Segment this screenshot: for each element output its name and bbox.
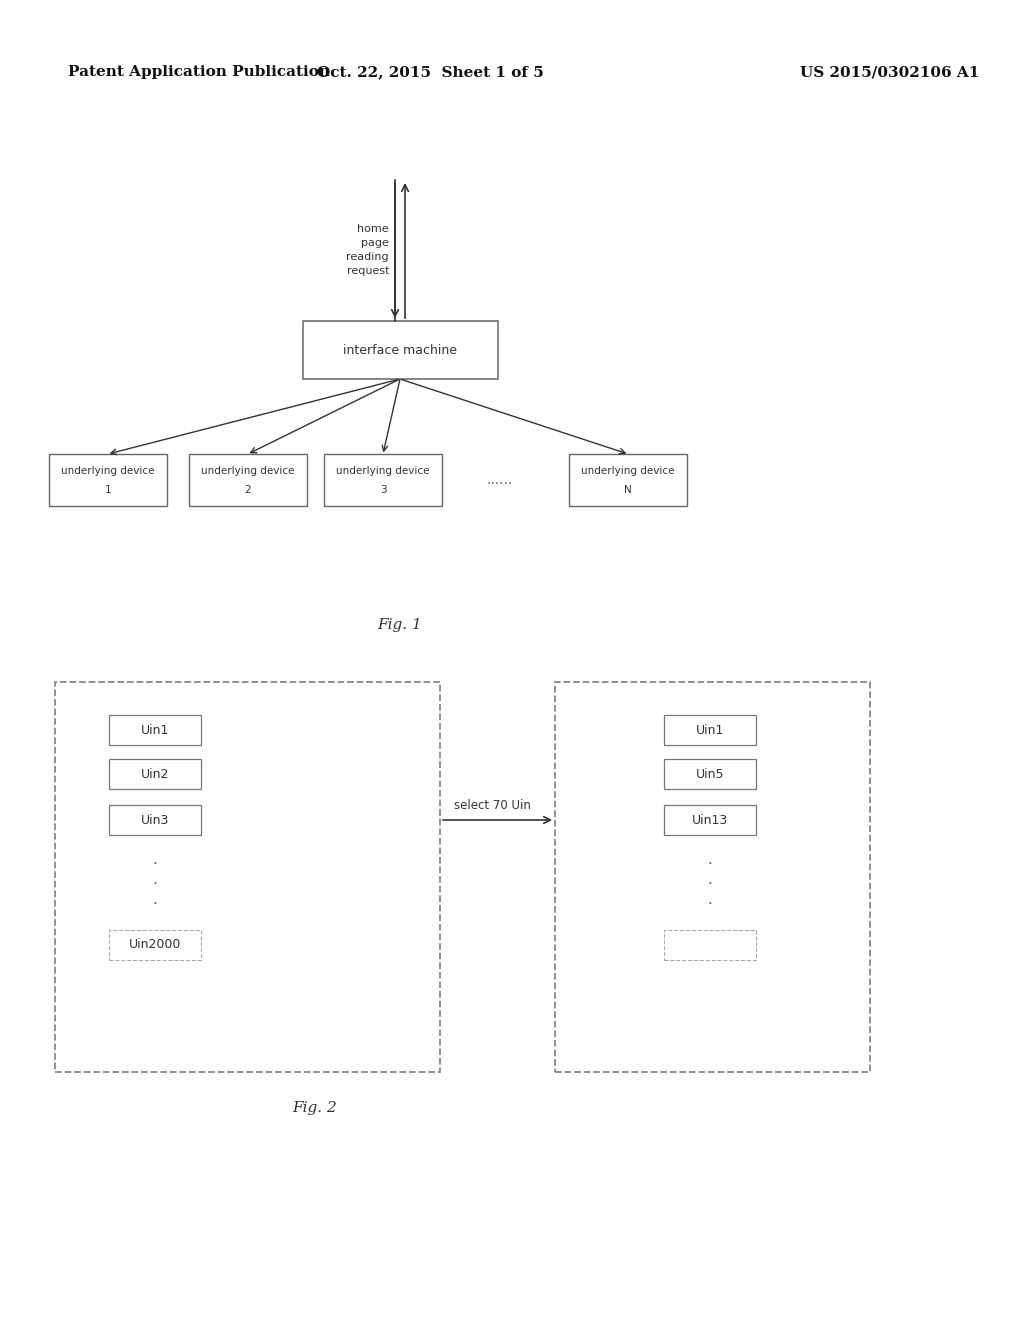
Bar <box>109 931 201 960</box>
Text: underlying device: underlying device <box>336 466 430 477</box>
Bar <box>302 321 498 379</box>
Bar <box>555 682 870 1072</box>
Bar <box>664 931 756 960</box>
Text: 2: 2 <box>245 484 251 495</box>
Text: .: . <box>153 892 158 908</box>
Text: Uin13: Uin13 <box>692 813 728 826</box>
Text: Oct. 22, 2015  Sheet 1 of 5: Oct. 22, 2015 Sheet 1 of 5 <box>316 65 544 79</box>
Text: 1: 1 <box>104 484 112 495</box>
Bar <box>109 715 201 744</box>
Text: Patent Application Publication: Patent Application Publication <box>68 65 330 79</box>
Bar <box>664 805 756 836</box>
Bar <box>569 454 687 506</box>
Text: Uin2000: Uin2000 <box>129 939 181 952</box>
Text: home
page
reading
request: home page reading request <box>346 224 389 276</box>
Text: underlying device: underlying device <box>61 466 155 477</box>
Text: .: . <box>708 853 713 867</box>
Bar <box>49 454 167 506</box>
Bar <box>189 454 307 506</box>
Text: Uin2: Uin2 <box>141 767 169 780</box>
Text: .: . <box>153 873 158 887</box>
Bar <box>664 759 756 789</box>
Text: Uin1: Uin1 <box>696 723 724 737</box>
Bar <box>664 715 756 744</box>
Text: ......: ...... <box>486 473 513 487</box>
Text: underlying device: underlying device <box>582 466 675 477</box>
Text: 3: 3 <box>380 484 386 495</box>
Text: Fig. 2: Fig. 2 <box>293 1101 337 1115</box>
Text: select 70 Uin: select 70 Uin <box>454 799 530 812</box>
Text: .: . <box>153 853 158 867</box>
Text: underlying device: underlying device <box>202 466 295 477</box>
Bar <box>109 759 201 789</box>
Text: Uin5: Uin5 <box>695 767 724 780</box>
Text: US 2015/0302106 A1: US 2015/0302106 A1 <box>800 65 979 79</box>
Bar <box>55 682 440 1072</box>
Text: Uin3: Uin3 <box>141 813 169 826</box>
Text: Fig. 1: Fig. 1 <box>378 618 422 632</box>
Text: N: N <box>624 484 632 495</box>
Text: .: . <box>708 892 713 908</box>
Text: .: . <box>708 873 713 887</box>
Text: Uin1: Uin1 <box>141 723 169 737</box>
Text: interface machine: interface machine <box>343 343 457 356</box>
Bar <box>324 454 442 506</box>
Bar <box>109 805 201 836</box>
